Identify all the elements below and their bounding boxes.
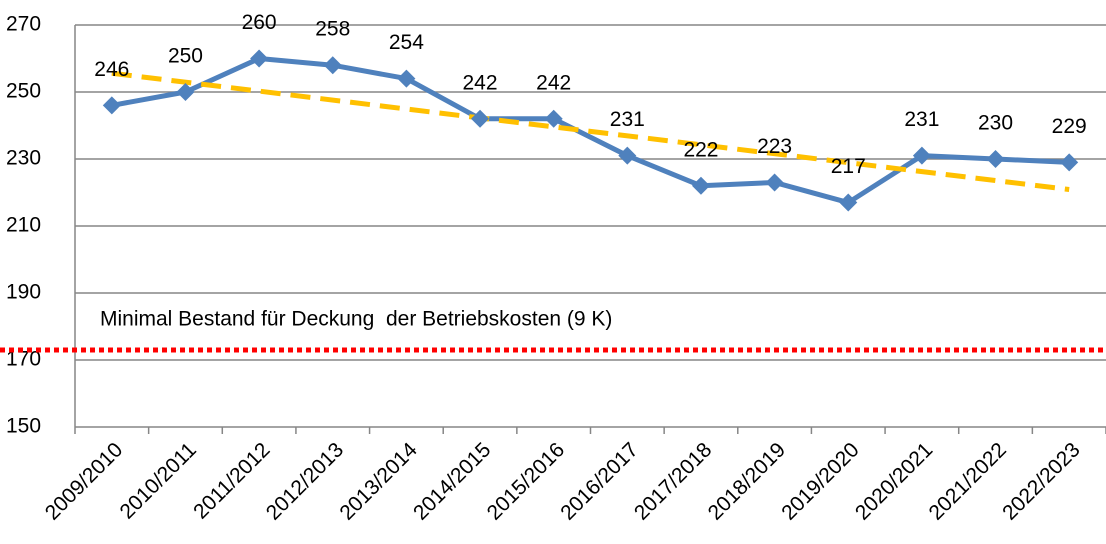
data-label: 231 — [610, 108, 645, 131]
y-tick-label: 230 — [6, 147, 41, 170]
y-tick-label: 210 — [6, 214, 41, 237]
data-label: 230 — [978, 112, 1013, 135]
trend-line — [111, 70, 1070, 192]
data-point — [102, 96, 121, 115]
data-point — [397, 69, 416, 88]
x-tick-label: 2022/2023 — [998, 438, 1084, 524]
data-label: 229 — [1052, 115, 1087, 138]
reference-label: Minimal Bestand für Deckung der Betriebs… — [100, 307, 612, 330]
x-tick-label: 2019/2020 — [777, 438, 863, 524]
x-tick-label: 2018/2019 — [704, 438, 790, 524]
x-tick-label: 2013/2014 — [335, 438, 422, 525]
x-tick-label: 2012/2013 — [262, 438, 348, 524]
data-point — [691, 176, 710, 195]
data-label: 254 — [389, 31, 424, 54]
x-tick-label: 2015/2016 — [483, 438, 569, 524]
x-tick-label: 2014/2015 — [409, 438, 495, 524]
data-label: 217 — [831, 155, 866, 178]
data-label: 260 — [242, 11, 277, 34]
y-tick-label: 190 — [6, 281, 41, 304]
x-tick-label: 2010/2011 — [116, 438, 201, 523]
data-point — [839, 193, 858, 212]
data-label: 222 — [683, 138, 718, 161]
x-tick-label: 2011/2012 — [189, 438, 274, 523]
data-point — [323, 56, 342, 75]
data-point — [471, 109, 490, 128]
y-tick-label: 170 — [6, 348, 41, 371]
y-tick-label: 250 — [6, 80, 41, 103]
x-tick-label: 2009/2010 — [41, 438, 127, 524]
y-tick-label: 270 — [6, 13, 41, 36]
x-tick-label: 2016/2017 — [556, 438, 642, 524]
data-label: 231 — [904, 108, 939, 131]
x-tick-label: 2017/2018 — [630, 438, 716, 524]
x-tick-label: 2021/2022 — [925, 438, 1011, 524]
data-line — [111, 56, 1070, 206]
x-tick-label: 2020/2021 — [851, 438, 937, 524]
data-point — [176, 83, 195, 101]
data-label: 223 — [757, 135, 792, 158]
data-point — [986, 150, 1005, 168]
data-point — [618, 146, 637, 165]
data-label: 242 — [463, 71, 498, 94]
y-tick-label: 150 — [6, 415, 41, 438]
data-point — [1060, 153, 1079, 172]
data-point — [544, 109, 563, 128]
data-label: 250 — [168, 45, 203, 68]
data-label: 246 — [94, 58, 129, 81]
data-point — [765, 173, 784, 192]
data-label: 242 — [536, 71, 571, 94]
data-point — [912, 146, 931, 165]
data-label: 258 — [315, 18, 350, 41]
data-point — [250, 49, 269, 68]
